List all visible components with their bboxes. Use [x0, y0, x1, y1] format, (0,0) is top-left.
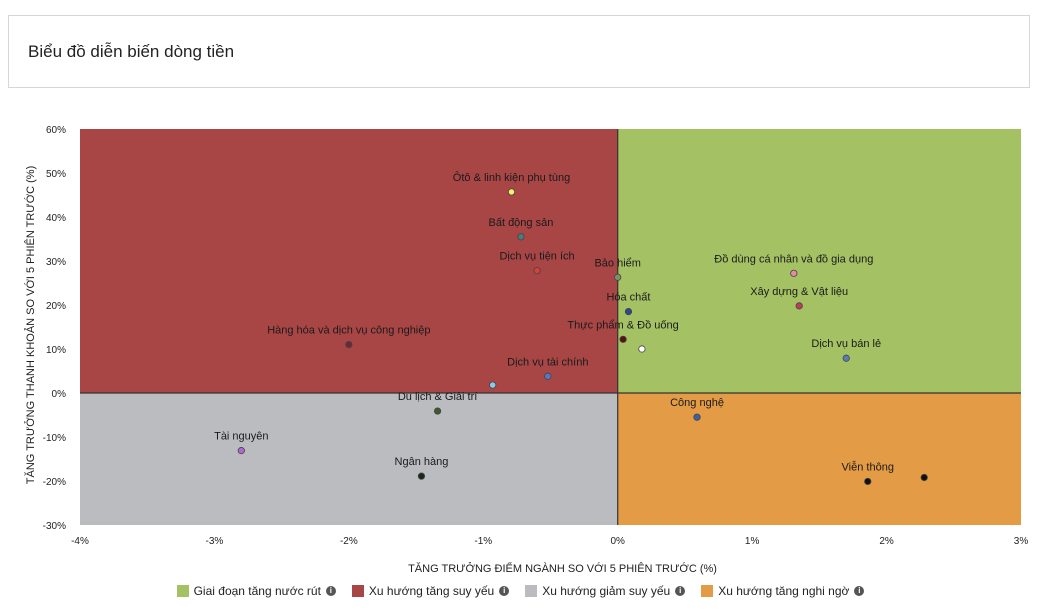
y-tick-label: 20%	[46, 301, 66, 312]
data-point	[544, 372, 552, 380]
data-point-label: Xây dựng & Vật liệu	[750, 286, 848, 298]
legend-swatch	[525, 585, 538, 597]
info-icon[interactable]: i	[854, 586, 865, 596]
data-point-label: Dịch vụ bán lẻ	[811, 338, 881, 350]
data-point-label: Đồ dùng cá nhân và đồ gia dụng	[714, 253, 873, 265]
data-point-label: Ngân hàng	[395, 456, 449, 468]
x-tick-label: -2%	[340, 536, 358, 547]
x-tick-label: 2%	[879, 536, 894, 547]
data-point	[795, 302, 803, 310]
data-point	[638, 345, 646, 353]
y-tick-label: -20%	[43, 477, 66, 488]
info-icon[interactable]: i	[675, 586, 686, 596]
y-tick-label: 60%	[46, 125, 66, 136]
legend-item[interactable]: Giai đoạn tăng nước rút i	[176, 584, 336, 598]
x-tick-label: -3%	[206, 536, 224, 547]
data-point	[693, 413, 701, 421]
quadrant-bottom-left	[80, 393, 618, 525]
x-tick-label: 1%	[745, 536, 760, 547]
info-icon[interactable]: i	[499, 586, 510, 596]
x-tick-label: 0%	[610, 536, 625, 547]
data-point-label: Dịch vụ tiện ích	[499, 251, 574, 263]
legend-label: Xu hướng tăng nghi ngờ	[718, 584, 850, 598]
y-tick-label: -30%	[43, 521, 66, 532]
data-point-label: Dịch vụ tài chính	[507, 356, 588, 368]
data-point	[489, 381, 497, 389]
data-point-label: Viễn thông	[842, 460, 894, 473]
legend-swatch	[176, 585, 189, 597]
y-axis-label: TĂNG TRƯỞNG THANH KHOẢN SO VỚI 5 PHIÊN T…	[24, 166, 37, 484]
scatter-chart: -30% -20% -10% 0% 10% 20% 30% 40% 50% 60% -4% -3% -2…	[24, 125, 1029, 575]
data-point	[864, 477, 872, 486]
y-tick-label: -10%	[43, 433, 66, 444]
legend-swatch	[701, 585, 714, 597]
x-tick-label: -4%	[71, 536, 89, 547]
page-title: Biểu đồ diễn biến dòng tiền	[28, 42, 235, 61]
legend-item[interactable]: Xu hướng tăng suy yếu i	[351, 584, 510, 598]
data-point	[842, 354, 850, 362]
data-point	[507, 188, 516, 196]
quadrant-bottom-right	[617, 393, 1021, 525]
data-point	[517, 233, 525, 241]
x-tick-label: 3%	[1014, 536, 1029, 547]
data-point	[417, 472, 426, 480]
data-point	[619, 335, 627, 343]
legend-item[interactable]: Xu hướng tăng nghi ngờ i	[701, 584, 865, 598]
y-tick-label: 10%	[46, 345, 66, 356]
legend-label: Giai đoạn tăng nước rút	[193, 584, 321, 598]
data-point-label: Ôtô & linh kiện phụ tùng	[453, 171, 570, 184]
data-point-label: Công nghệ	[670, 397, 724, 409]
chart-legend: Giai đoạn tăng nước rút i Xu hướng tăng su…	[0, 584, 1041, 600]
data-point	[624, 307, 633, 316]
chart-header-panel: Biểu đồ diễn biến dòng tiền	[8, 15, 1030, 88]
info-icon[interactable]: i	[325, 586, 336, 596]
legend-label: Xu hướng giảm suy yếu	[542, 584, 671, 598]
legend-item[interactable]: Xu hướng giảm suy yếu i	[525, 584, 686, 598]
quadrant-top-right	[617, 129, 1021, 393]
y-tick-label: 40%	[46, 213, 66, 224]
data-point	[345, 340, 353, 349]
y-tick-label: 30%	[46, 257, 66, 268]
x-axis-label: TĂNG TRƯỞNG ĐIỂM NGÀNH SO VỚI 5 PHIÊN TR…	[408, 562, 717, 575]
data-point-label: Tài nguyên	[214, 431, 268, 443]
data-point	[237, 447, 245, 455]
data-point-label: Du lịch & Giải trí	[398, 391, 477, 403]
data-point	[920, 473, 928, 482]
data-point	[614, 273, 622, 281]
data-point	[433, 407, 442, 415]
data-point-label: Thực phẩm & Đồ uống	[567, 319, 678, 331]
legend-label: Xu hướng tăng suy yếu	[368, 584, 495, 598]
y-tick-label: 50%	[46, 169, 66, 180]
data-point-label: Hóa chất	[606, 292, 650, 304]
quadrant-top-left	[80, 129, 618, 393]
y-tick-label: 0%	[52, 389, 67, 400]
data-point-label: Hàng hóa và dịch vụ công nghiệp	[267, 325, 430, 337]
data-point-label: Bất động sản	[489, 217, 554, 229]
data-point-label: Bảo hiểm	[594, 257, 640, 269]
data-point	[790, 269, 798, 277]
legend-swatch	[351, 585, 364, 597]
x-tick-label: -1%	[474, 536, 492, 547]
data-point	[533, 267, 541, 275]
